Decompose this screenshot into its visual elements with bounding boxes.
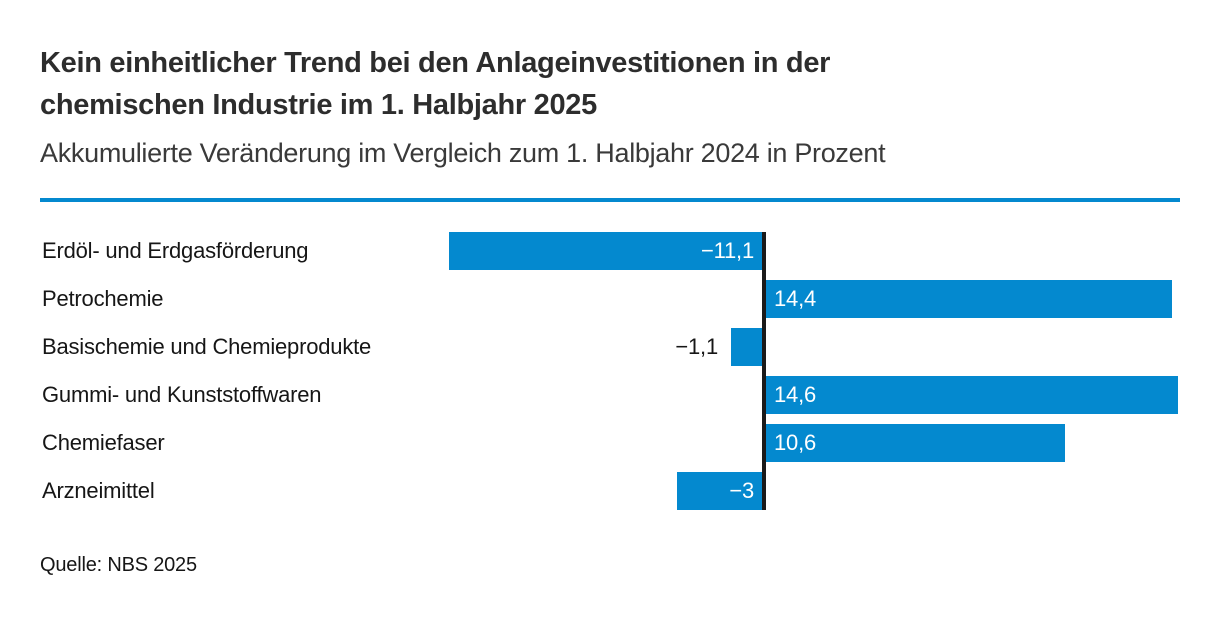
bar-value-label: 10,6: [774, 430, 817, 455]
page-title: Kein einheitlicher Trend bei den Anlagei…: [40, 42, 1180, 126]
bar: −3: [677, 472, 762, 510]
bar-chart: Erdöl- und Erdgasförderung −11,1 Petrochem…: [40, 227, 1180, 515]
category-label: Gummi- und Kunststoffwaren: [42, 382, 322, 407]
bar-value-label: −11,1: [700, 238, 754, 263]
category-label: Erdöl- und Erdgasförderung: [42, 238, 309, 263]
page-subtitle: Akkumulierte Veränderung im Vergleich zu…: [40, 138, 886, 168]
bar: 14,4: [766, 280, 1172, 318]
bar-value-label: 14,6: [774, 382, 817, 407]
category-label: Petrochemie: [42, 286, 164, 311]
bar-value-label: 14,4: [774, 286, 817, 311]
bar-value-label: −1,1: [675, 334, 718, 359]
category-label: Arzneimittel: [42, 478, 155, 503]
divider-rule: [40, 198, 1180, 202]
category-label: Chemiefaser: [42, 430, 165, 455]
bar: [731, 328, 762, 366]
page-title-line-2: chemischen Industrie im 1. Halbjahr 2025: [40, 89, 597, 121]
source-note: Quelle: NBS 2025: [40, 554, 197, 576]
category-label: Basischemie und Chemieprodukte: [42, 334, 372, 359]
bar: 14,6: [766, 376, 1178, 414]
bar: 10,6: [766, 424, 1065, 462]
zero-axis-line: [762, 232, 766, 510]
page-title-line-1: Kein einheitlicher Trend bei den Anlagei…: [40, 47, 831, 79]
content-column: Kein einheitlicher Trend bei den Anlagei…: [40, 0, 1180, 577]
bar: −11,1: [449, 232, 762, 270]
bar-value-label: −3: [729, 478, 754, 503]
